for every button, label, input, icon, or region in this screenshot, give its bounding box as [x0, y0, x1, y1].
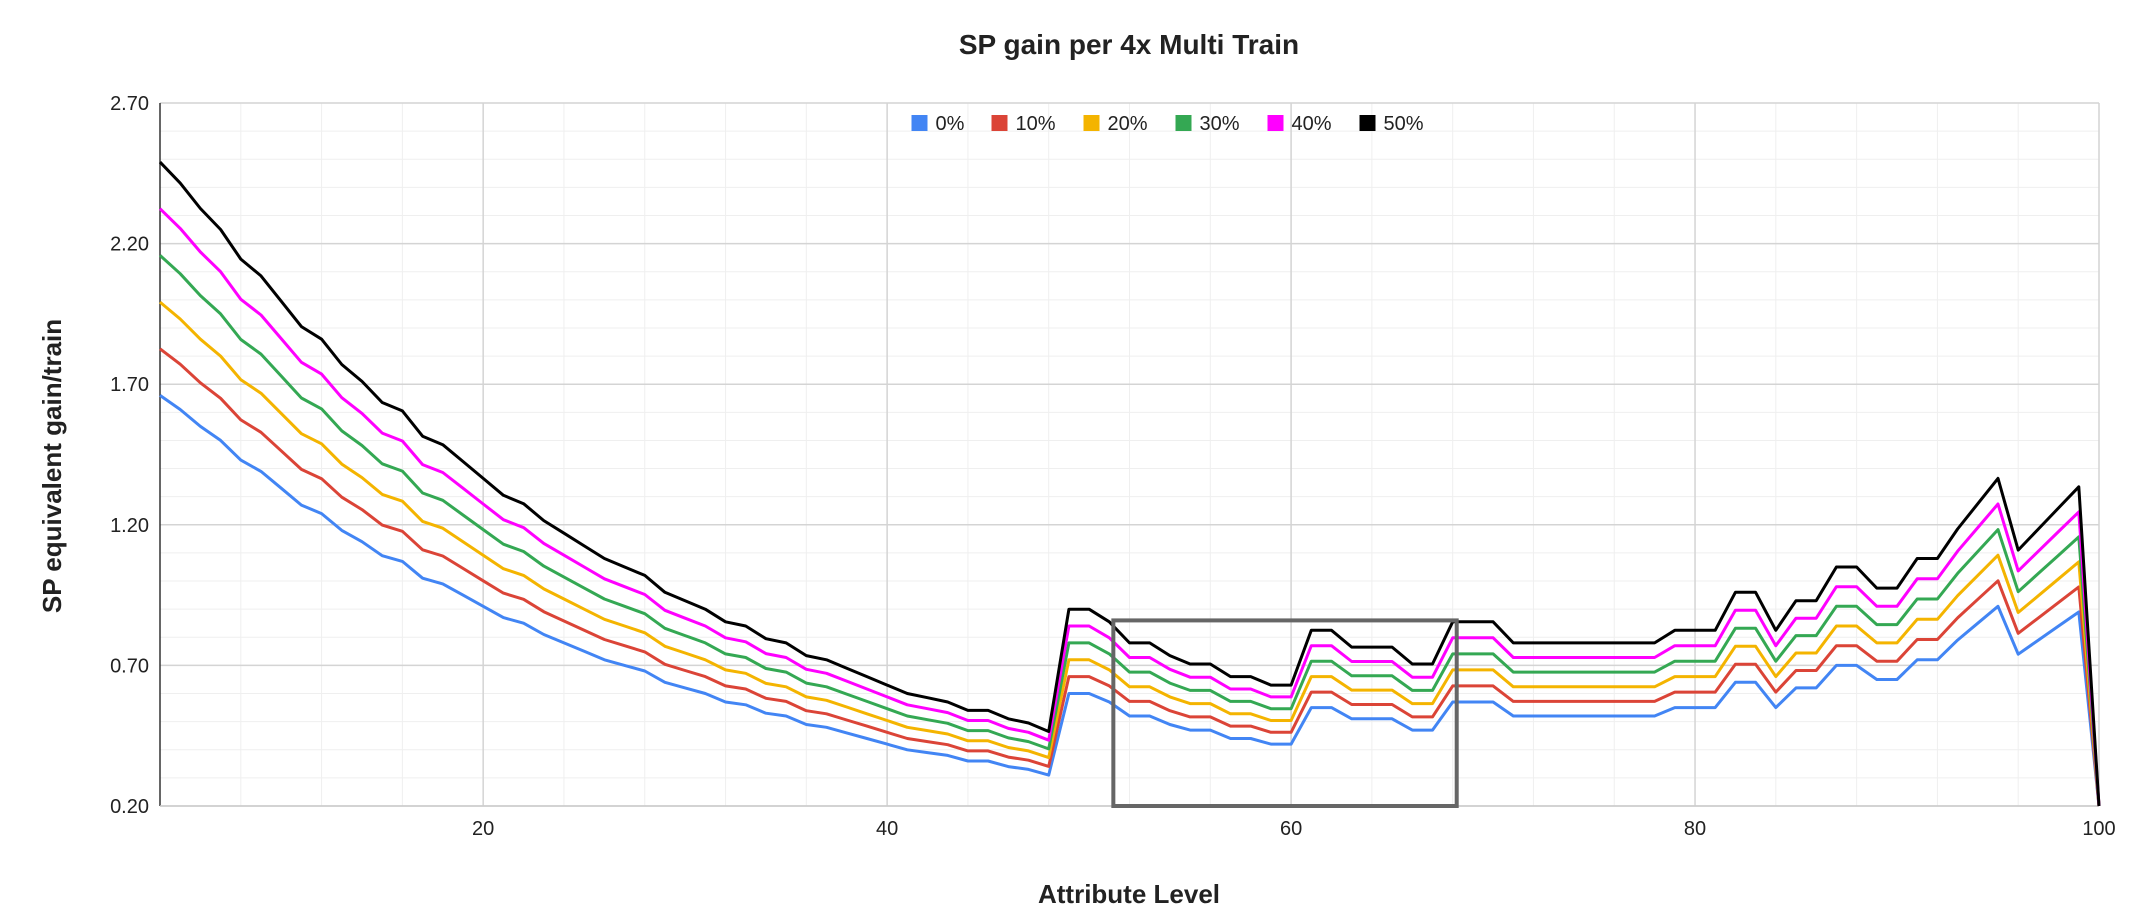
legend-label: 0%: [936, 113, 965, 135]
major-grid: [159, 102, 2100, 807]
x-tick-label: 100: [2082, 818, 2115, 840]
legend-item-50pct: 50%: [1359, 113, 1424, 135]
legend-swatch: [991, 115, 1008, 131]
legend-label: 20%: [1108, 113, 1148, 135]
x-tick-label: 20: [472, 818, 494, 840]
legend-swatch: [1267, 115, 1284, 131]
y-axis-title: SP equivalent gain/train: [37, 319, 67, 613]
series-line-0pct: [159, 394, 2101, 807]
legend-swatch: [1083, 115, 1100, 131]
series-line-20pct: [159, 300, 2101, 807]
series-line-30pct: [158, 254, 2101, 807]
series-lines: [158, 161, 2101, 807]
legend-swatch: [1175, 115, 1192, 131]
legend-label: 30%: [1200, 113, 1240, 135]
x-axis-title: Attribute Level: [1038, 879, 1220, 909]
y-tick-label: 0.70: [110, 655, 149, 677]
x-tick-label: 80: [1684, 818, 1706, 840]
legend-label: 10%: [1016, 113, 1056, 135]
legend-label: 50%: [1384, 113, 1424, 135]
legend-item-20pct: 20%: [1083, 113, 1148, 135]
series-line-50pct: [158, 161, 2101, 807]
y-tick-label: 2.70: [110, 93, 149, 115]
legend-swatch: [1359, 115, 1376, 131]
y-tick-label: 0.20: [110, 796, 149, 818]
legend-label: 40%: [1292, 113, 1332, 135]
y-tick-label: 1.70: [110, 374, 149, 396]
y-tick-label: 2.20: [110, 234, 149, 256]
y-axis-ticks: 0.20 0.70 1.20 1.70 2.20 2.70: [110, 93, 149, 818]
legend-item-40pct: 40%: [1267, 113, 1332, 135]
legend-item-30pct: 30%: [1175, 113, 1240, 135]
legend: 0% 10% 20% 30% 40% 50%: [911, 113, 1424, 135]
x-tick-label: 40: [876, 818, 898, 840]
chart-title: SP gain per 4x Multi Train: [959, 29, 1299, 60]
series-line-40pct: [158, 207, 2101, 807]
x-axis-ticks: 20 40 60 80 100: [472, 818, 2116, 840]
legend-item-0pct: 0%: [911, 113, 965, 135]
legend-swatch: [911, 115, 928, 131]
legend-item-10pct: 10%: [991, 113, 1056, 135]
x-tick-label: 60: [1280, 818, 1302, 840]
highlight-box: [1111, 618, 1459, 809]
y-tick-label: 1.20: [110, 515, 149, 537]
series-line-10pct: [159, 347, 2101, 807]
